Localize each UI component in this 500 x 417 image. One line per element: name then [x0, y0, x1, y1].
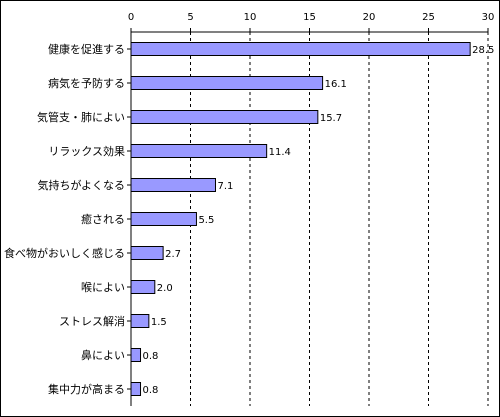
category-label-5: 癒される — [81, 212, 125, 226]
bar-0 — [130, 42, 471, 56]
data-label-8: 1.5 — [151, 317, 167, 328]
data-label-3: 11.4 — [269, 147, 291, 158]
data-label-6: 2.7 — [165, 249, 181, 260]
data-label-4: 7.1 — [217, 181, 233, 192]
data-label-5: 5.5 — [198, 215, 214, 226]
bar-2 — [130, 110, 319, 124]
category-label-7: 喉によい — [81, 281, 125, 294]
category-label-10: 集中力が高まる — [48, 382, 125, 396]
x-tick-label-0: 0 — [128, 12, 134, 23]
x-tick-label-3: 15 — [303, 12, 316, 23]
data-label-9: 0.8 — [143, 351, 159, 362]
data-label-10: 0.8 — [143, 385, 159, 396]
data-label-1: 16.1 — [325, 79, 347, 90]
bar-3 — [130, 144, 268, 158]
category-label-6: 食べ物がおいしく感じる — [4, 246, 125, 260]
bar-1 — [130, 76, 324, 90]
data-label-0: 28.5 — [472, 45, 494, 56]
bar-7 — [130, 280, 156, 294]
bar-4 — [130, 178, 216, 192]
data-label-2: 15.7 — [320, 113, 342, 124]
bar-8 — [130, 314, 150, 328]
x-tick-label-6: 30 — [482, 12, 495, 23]
data-label-7: 2.0 — [157, 283, 173, 294]
bar-5 — [130, 212, 197, 226]
category-label-9: 鼻によい — [81, 348, 125, 362]
bar-6 — [130, 246, 164, 260]
category-label-3: リラックス効果 — [48, 144, 125, 158]
x-tick-label-2: 10 — [244, 12, 257, 23]
x-tick-label-1: 5 — [187, 12, 193, 23]
labels: 0 5 10 15 20 25 30 健康を促進する 28.5 病気を予防する 16.1 気管支・肺に… — [4, 12, 494, 396]
x-tick-label-4: 20 — [363, 12, 376, 23]
category-label-4: 気持ちがよくなる — [38, 178, 125, 192]
category-label-8: ストレス解消 — [59, 314, 125, 328]
x-tick-label-5: 25 — [422, 12, 435, 23]
category-label-1: 病気を予防する — [48, 76, 125, 90]
bar-9 — [130, 348, 142, 362]
category-label-0: 健康を促進する — [48, 42, 125, 56]
category-label-2: 気管支・肺によい — [37, 110, 125, 124]
bar-10 — [130, 382, 142, 396]
bars — [130, 42, 471, 396]
